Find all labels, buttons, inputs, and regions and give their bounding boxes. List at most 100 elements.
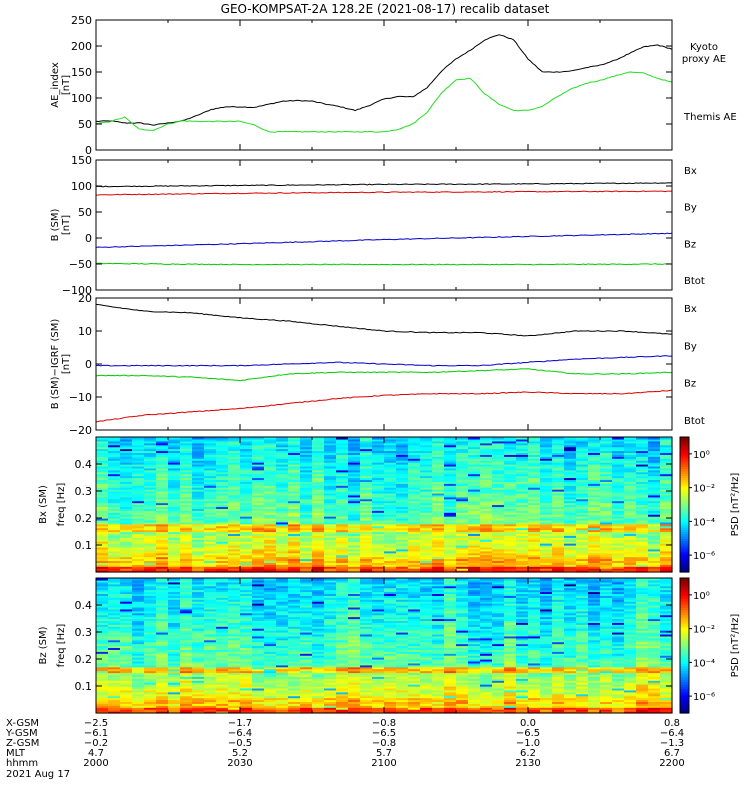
spectrogram-cell: [156, 525, 169, 529]
spectrogram-cell: [408, 525, 421, 529]
spectrogram-cell: [660, 518, 673, 521]
spectrogram-cell: [648, 527, 661, 531]
legend-label: proxy AE: [682, 54, 726, 65]
spectrogram-cell: [348, 695, 361, 699]
spectrogram-cell: [300, 518, 313, 521]
spectrogram-cell: [624, 686, 637, 689]
spectrogram-cell: [288, 446, 301, 450]
spectrogram-cell: [468, 560, 481, 563]
spectrogram-cell: [588, 664, 601, 668]
spectrogram-cell: [348, 458, 361, 461]
spectrogram-cell: [336, 500, 349, 504]
spectrogram-cell: [624, 469, 637, 473]
spectrogram-cell: [480, 465, 493, 469]
spectrogram-cell: [504, 672, 517, 676]
spectrogram-cell: [636, 502, 649, 506]
spectrogram-cell: [540, 531, 553, 535]
spectrogram-cell: [108, 701, 121, 704]
spectrogram-cell: [384, 686, 397, 689]
spectrogram-cell: [192, 546, 205, 550]
spectrogram-cell: [156, 552, 169, 556]
spectrogram-cell: [252, 527, 265, 531]
spectrogram-cell: [312, 500, 325, 504]
spectrogram-cell: [276, 657, 289, 660]
colorbar-step: [680, 565, 689, 569]
spectrogram-cell: [324, 560, 337, 563]
spectrogram-cell: [612, 483, 625, 486]
spectrogram-cell: [420, 450, 433, 454]
spectrogram-cell: [540, 471, 553, 475]
spectrogram-cell: [636, 687, 649, 691]
spectrogram-cell: [144, 479, 157, 482]
spectrogram-cell: [504, 489, 517, 492]
spectrogram-cell: [432, 684, 445, 687]
spectrogram-cell: [180, 560, 193, 563]
spectrogram-cell: [420, 707, 433, 710]
spectrogram-cell: [408, 709, 421, 712]
spectrogram-cell: [540, 695, 553, 699]
spectrogram-cell: [252, 697, 265, 701]
spectrogram-cell: [252, 545, 265, 548]
spectrogram-cell: [336, 570, 349, 573]
spectrogram-cell: [216, 458, 229, 461]
spectrogram-cell: [96, 670, 109, 674]
spectrogram-cell: [636, 568, 649, 571]
spectrogram-cell: [144, 566, 157, 569]
spectrogram-cell: [240, 450, 253, 454]
spectrogram-cell: [492, 442, 505, 446]
spectrogram-cell: [444, 697, 457, 701]
spectrogram-cell: [600, 666, 613, 670]
spectrogram-cell: [180, 514, 193, 517]
spectrogram-cell: [600, 483, 613, 486]
spectrogram-cell: [336, 521, 349, 525]
spectrogram-cell: [276, 533, 289, 536]
spectrogram-cell: [480, 458, 493, 461]
spectrogram-cell: [528, 570, 541, 573]
spectrogram-cell: [576, 531, 589, 535]
spectrogram-cell: [240, 446, 253, 450]
spectrogram-cell: [432, 670, 445, 674]
spectrogram-cell: [660, 554, 673, 558]
spectrogram-cell: [528, 566, 541, 569]
spectrogram-cell: [396, 689, 409, 693]
spectrogram-cell: [312, 543, 325, 546]
y-tick-label: 10: [78, 325, 92, 338]
spectrogram-cell: [132, 518, 145, 521]
spectrogram-cell: [504, 693, 517, 697]
spectrogram-cell: [384, 550, 397, 554]
spectrogram-cell: [648, 697, 661, 701]
spectrogram-cell: [216, 666, 229, 670]
spectrogram-cell: [192, 535, 205, 538]
spectrogram-cell: [348, 664, 361, 668]
spectrogram-cell: [432, 709, 445, 712]
spectrogram-cell: [588, 518, 601, 521]
spectrogram-cell: [624, 552, 637, 556]
spectrogram-cell: [264, 689, 277, 693]
spectrogram-cell: [300, 450, 313, 454]
spectrogram-cell: [648, 487, 661, 490]
spectrogram-cell: [312, 564, 325, 567]
spectrogram-cell: [636, 442, 649, 446]
spectrogram-cell: [408, 676, 421, 679]
spectrogram-cell: [324, 506, 337, 509]
spectrogram-cell: [312, 660, 325, 664]
spectrogram-cell: [588, 697, 601, 701]
spectrogram-cell: [624, 496, 637, 500]
spectrogram-cell: [300, 477, 313, 481]
spectrogram-cell: [540, 558, 553, 562]
spectrogram-cell: [552, 693, 565, 697]
spectrogram-cell: [612, 489, 625, 492]
spectrogram-cell: [288, 564, 301, 567]
spectrogram-cell: [252, 444, 265, 448]
spectrogram-cell: [288, 437, 301, 440]
spectrogram-cell: [588, 506, 601, 509]
spectrogram-cell: [456, 676, 469, 679]
spectrogram-cell: [168, 537, 181, 540]
spectrogram-cell: [168, 687, 181, 691]
series-line-btot: [95, 303, 673, 337]
spectrogram-cell: [120, 668, 133, 672]
spectrogram-cell: [300, 506, 313, 509]
spectrogram-cell: [456, 668, 469, 672]
spectrogram-cell: [360, 442, 373, 446]
spectrogram-cell: [180, 691, 193, 695]
